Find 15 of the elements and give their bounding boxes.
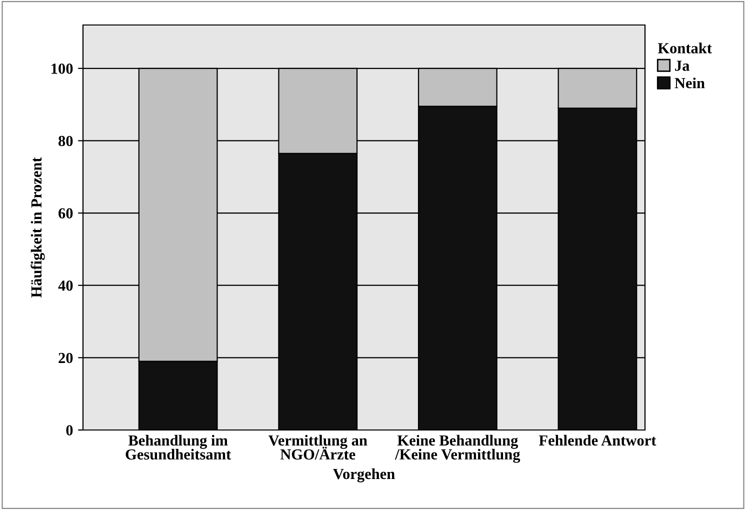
legend-label: Nein	[674, 78, 705, 88]
y-tick-label: 40	[58, 280, 73, 291]
y-tick-label: 20	[58, 352, 73, 364]
legend-title: Kontakt	[658, 42, 712, 54]
y-tick-label: 0	[66, 425, 73, 436]
x-tick-label: Vermittlung an NGO/Ärzte	[268, 434, 368, 460]
y-tick-label: 80	[58, 136, 73, 146]
y-axis-title: Häufigkeit in Prozent	[30, 157, 45, 298]
x-tick-label: Behandlung im Gesundheitsamt	[126, 434, 232, 460]
legend-label: Ja	[675, 60, 690, 71]
x-axis-title: Vorgehen	[333, 468, 395, 482]
y-tick-label: 100	[52, 64, 73, 74]
x-tick-label: Fehlende Antwort	[538, 434, 656, 446]
x-tick-label: Keine Behandlung /Keine Vermittlung	[394, 434, 520, 463]
y-tick-label: 60	[58, 208, 73, 218]
